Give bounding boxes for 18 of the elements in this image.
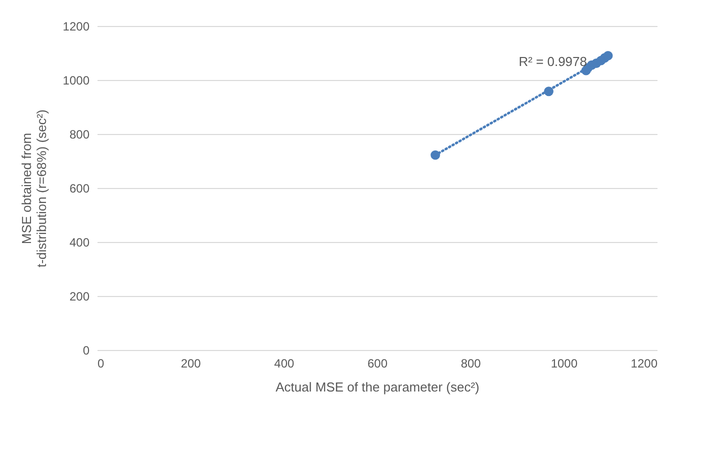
text: t-distribution (r=68%) (sec²) [34,110,49,268]
x-tick-label: 1200 [630,356,658,370]
x-tick-label: 400 [274,356,294,370]
x-axis-title: Actual MSE of the parameter (sec²) [276,380,480,394]
y-tick-label: 200 [69,290,90,304]
y-tick-label: 400 [69,236,90,250]
text: MSE obtained from [18,132,34,244]
x-tick-label: 0 [98,356,104,370]
annotation: R² = 0.9978 [518,54,587,69]
y-tick-label: 800 [69,128,90,142]
y-tick-label: 1200 [62,20,90,34]
x-tick-label: 800 [460,356,482,370]
y-tick-label: 0 [82,344,90,358]
y-tick-label: 600 [69,182,90,196]
x-tick-label: 1000 [550,356,578,370]
x-tick-label: 600 [367,356,388,370]
x-tick-label: 200 [180,356,202,370]
y-tick-label: 1000 [62,74,90,88]
